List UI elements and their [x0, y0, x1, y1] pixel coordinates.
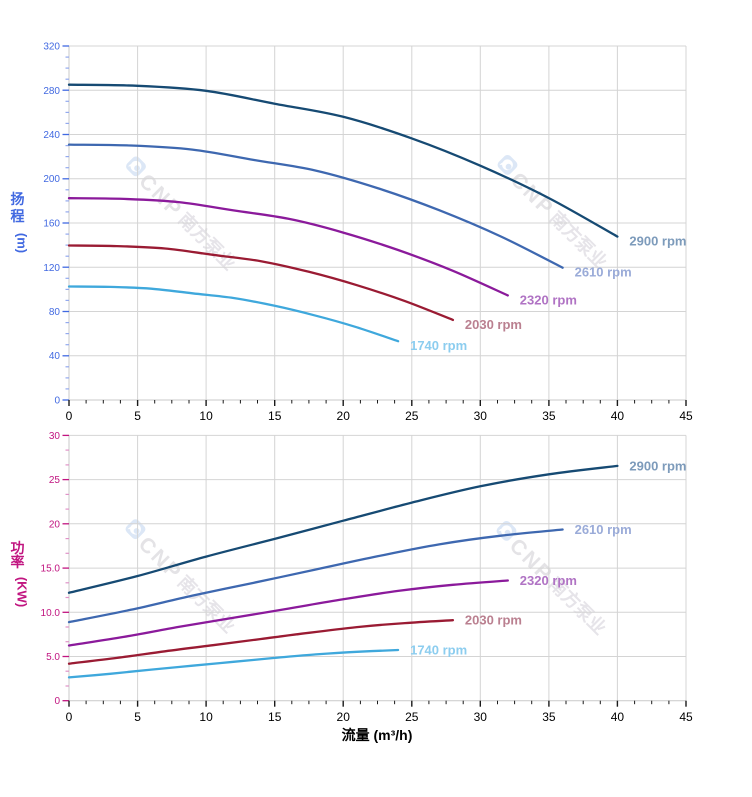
svg-text:(m): (m): [15, 233, 30, 253]
svg-text:0: 0: [54, 696, 60, 707]
svg-text:45: 45: [679, 409, 693, 423]
svg-text:20: 20: [337, 409, 351, 423]
svg-text:2610 rpm: 2610 rpm: [575, 265, 632, 280]
svg-text:5.0: 5.0: [46, 652, 60, 663]
svg-text:10: 10: [199, 710, 213, 724]
svg-text:5: 5: [134, 710, 141, 724]
svg-text:2320 rpm: 2320 rpm: [520, 573, 577, 588]
svg-text:80: 80: [49, 307, 61, 318]
svg-text:15.0: 15.0: [41, 564, 61, 575]
svg-text:10: 10: [199, 409, 213, 423]
svg-text:240: 240: [43, 130, 60, 141]
svg-text:程: 程: [11, 208, 25, 224]
svg-text:280: 280: [43, 86, 60, 97]
svg-text:30: 30: [49, 431, 61, 442]
svg-text:20: 20: [337, 710, 351, 724]
svg-text:40: 40: [611, 710, 625, 724]
svg-text:1740 rpm: 1740 rpm: [410, 643, 467, 658]
svg-text:40: 40: [611, 409, 625, 423]
svg-text:25: 25: [405, 409, 419, 423]
svg-text:流量 (m³/h): 流量 (m³/h): [342, 727, 413, 743]
svg-text:0: 0: [66, 409, 73, 423]
svg-text:0: 0: [54, 396, 60, 407]
svg-text:35: 35: [542, 710, 556, 724]
svg-text:320: 320: [43, 42, 60, 53]
svg-text:30: 30: [474, 409, 488, 423]
svg-text:2900 rpm: 2900 rpm: [629, 458, 686, 473]
svg-text:2030 rpm: 2030 rpm: [465, 613, 522, 628]
svg-text:1740 rpm: 1740 rpm: [410, 338, 467, 353]
svg-text:功: 功: [11, 540, 25, 556]
svg-text:0: 0: [66, 710, 73, 724]
svg-text:2320 rpm: 2320 rpm: [520, 292, 577, 307]
svg-text:25: 25: [49, 475, 61, 486]
svg-text:10.0: 10.0: [41, 608, 61, 619]
svg-text:率: 率: [11, 554, 25, 570]
svg-text:45: 45: [679, 710, 693, 724]
svg-text:35: 35: [542, 409, 556, 423]
svg-text:2030 rpm: 2030 rpm: [465, 317, 522, 332]
svg-text:40: 40: [49, 351, 61, 362]
svg-text:120: 120: [43, 263, 60, 274]
svg-text:5: 5: [134, 409, 141, 423]
svg-text:30: 30: [474, 710, 488, 724]
svg-text:15: 15: [268, 409, 282, 423]
svg-text:25: 25: [405, 710, 419, 724]
svg-text:20: 20: [49, 519, 61, 530]
svg-text:160: 160: [43, 219, 60, 230]
svg-text:扬: 扬: [11, 191, 25, 207]
svg-text:15: 15: [268, 710, 282, 724]
svg-text:2900 rpm: 2900 rpm: [629, 234, 686, 249]
svg-text:200: 200: [43, 174, 60, 185]
svg-text:(KW): (KW): [15, 577, 30, 607]
svg-text:2610 rpm: 2610 rpm: [575, 522, 632, 537]
